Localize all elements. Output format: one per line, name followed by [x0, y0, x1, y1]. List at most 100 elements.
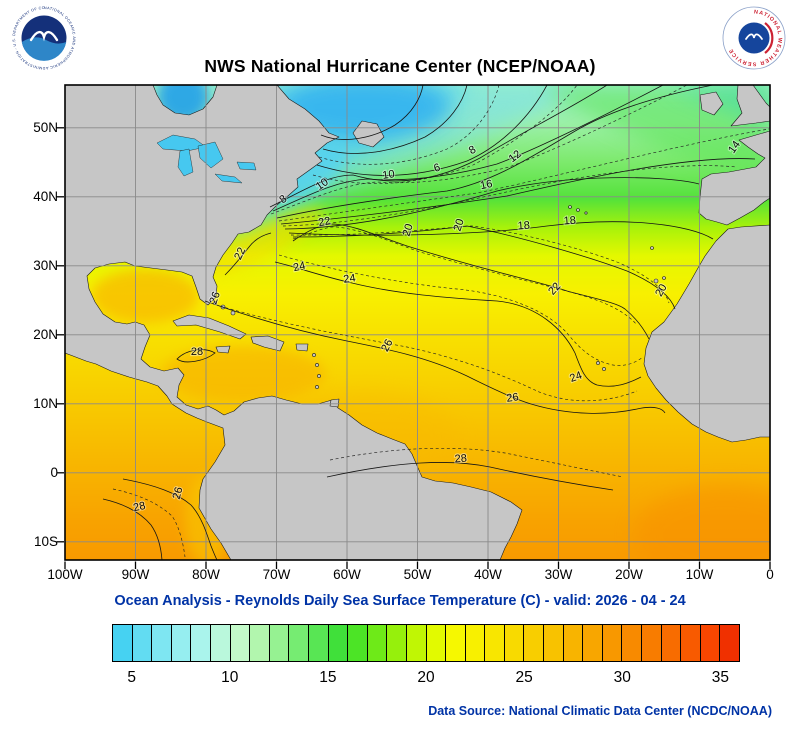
land-hispaniola — [250, 335, 285, 352]
colorbar-tick-label: 20 — [417, 669, 435, 686]
contour-label: 28 — [191, 346, 203, 358]
contour-label: 22 — [317, 215, 331, 229]
lon-axis-label: 50W — [403, 567, 432, 582]
colorbar-cell — [582, 625, 602, 661]
lon-axis-label: 80W — [192, 567, 220, 582]
nws-red-swoosh — [764, 22, 774, 54]
lat-axis-label: 10N — [33, 395, 58, 411]
colorbar-cell — [249, 625, 269, 661]
colorbar-tick-label: 5 — [127, 669, 136, 686]
lon-axis-label: 40W — [474, 567, 502, 582]
noaa-gull-icon — [29, 30, 59, 42]
colorbar-cell — [288, 625, 308, 661]
colorbar-cell — [523, 625, 544, 661]
colorbar-cell — [425, 625, 446, 661]
colorbar-cell — [190, 625, 210, 661]
lon-axis-label: 20W — [615, 567, 643, 582]
colorbar-cell — [209, 625, 230, 661]
contour-label: 16 — [479, 178, 493, 192]
lon-axis-label: 70W — [262, 567, 291, 582]
colorbar-cell — [386, 625, 406, 661]
colorbar-tick-label: 30 — [613, 669, 631, 686]
lon-axis-label: 60W — [333, 567, 361, 582]
contour-label: 6 — [432, 161, 442, 174]
colorbar-tick-labels: 5 10 15 20 25 30 35 — [0, 669, 800, 695]
colorbar-cell — [503, 625, 524, 661]
temperature-colorbar — [112, 624, 740, 662]
land-cuba — [172, 314, 247, 340]
contour-label: 26 — [171, 486, 186, 501]
colorbar-cell — [680, 625, 700, 661]
colorbar-cell — [601, 625, 622, 661]
colorbar-cell — [445, 625, 465, 661]
colorbar-cell — [405, 625, 426, 661]
land-masses — [65, 85, 770, 560]
colorbar-tick-label: 25 — [515, 669, 533, 686]
land-ireland — [699, 91, 724, 116]
contour-label: 24 — [568, 369, 584, 384]
colorbar-cell — [484, 625, 504, 661]
nws-logo: NATIONAL WEATHER SERVICE — [722, 6, 786, 70]
sst-map: 6 8 8 10 10 12 14 16 18 18 20 20 20 22 22 22 24 24 24 26 26 2… — [53, 73, 782, 572]
lon-axis-label: 30W — [544, 567, 573, 582]
colorbar-cell — [699, 625, 720, 661]
great-lakes — [156, 134, 257, 184]
contour-label: 24 — [292, 260, 306, 274]
contour-label: 18 — [517, 220, 530, 233]
colorbar-cell — [229, 625, 250, 661]
land-africa — [643, 224, 770, 443]
lon-axis-label: 10W — [685, 567, 714, 582]
lon-axis-label: 0 — [766, 567, 774, 582]
colorbar-tick-label: 35 — [711, 669, 729, 686]
contour-label: 24 — [343, 272, 357, 286]
map-frame — [64, 84, 771, 561]
colorbar-cell — [307, 625, 328, 661]
lat-axis-label: 30N — [33, 257, 58, 273]
contour-label: 28 — [454, 453, 467, 466]
colorbar-cell — [327, 625, 348, 661]
data-source-text: Data Source: National Climatic Data Cent… — [428, 704, 772, 718]
map-subtitle: Ocean Analysis - Reynolds Daily Sea Surf… — [114, 593, 686, 609]
colorbar-cell — [562, 625, 583, 661]
colorbar-cell — [347, 625, 367, 661]
lat-axis-label: 50N — [33, 119, 58, 135]
lon-axis-label: 90W — [121, 567, 150, 582]
lat-axis-label: 0 — [50, 464, 58, 480]
colorbar-tick-label: 15 — [319, 669, 337, 686]
colorbar-cell — [366, 625, 387, 661]
colorbar-cell — [113, 625, 132, 661]
colorbar-cell — [151, 625, 171, 661]
colorbar-cell — [268, 625, 289, 661]
contour-label: 18 — [563, 215, 576, 228]
colorbar-cell — [131, 625, 152, 661]
isotherm-contours — [102, 85, 770, 560]
graticule — [65, 85, 770, 560]
contour-label: 28 — [132, 500, 146, 514]
colorbar-cell — [660, 625, 681, 661]
noaa-logo: NATIONAL OCEANIC AND ATMOSPHERIC ADMINIS… — [12, 6, 76, 70]
lon-axis-label: 100W — [47, 567, 83, 582]
land-jamaica — [215, 345, 231, 354]
contour-label: 20 — [452, 217, 467, 232]
land-britain — [730, 85, 770, 127]
colorbar-cell — [641, 625, 661, 661]
lat-axis-label: 20N — [33, 326, 58, 342]
land-trinidad — [329, 398, 340, 408]
lat-axis-label: 40N — [33, 188, 58, 204]
contour-label: 10 — [382, 168, 396, 182]
axis-ticks — [56, 127, 771, 569]
contour-label: 26 — [506, 391, 520, 405]
lat-axis-label: 10S — [33, 533, 58, 549]
colorbar-cell — [464, 625, 485, 661]
nws-gull-icon — [745, 33, 763, 40]
page-title: NWS National Hurricane Center (NCEP/NOAA… — [204, 56, 596, 76]
colorbar-tick-label: 10 — [221, 669, 239, 686]
colorbar-cell — [719, 625, 739, 661]
noaa-ocean-swoosh — [21, 37, 67, 61]
land-puerto-rico — [295, 343, 309, 352]
colorbar-cell — [621, 625, 642, 661]
colorbar-cell — [543, 625, 563, 661]
land-iberia-france — [698, 130, 770, 226]
